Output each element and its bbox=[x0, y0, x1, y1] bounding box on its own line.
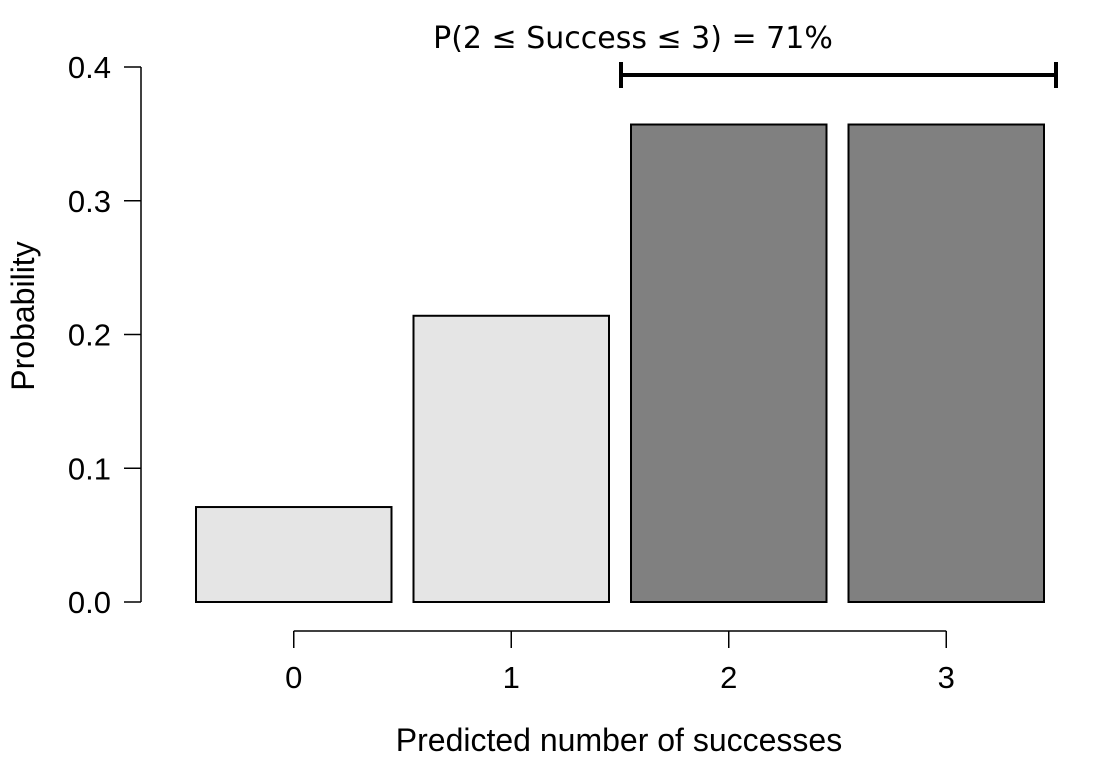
y-tick-label: 0.4 bbox=[68, 50, 111, 85]
x-axis-title: Predicted number of successes bbox=[396, 722, 842, 758]
y-tick-label: 0.2 bbox=[68, 318, 111, 353]
range-annotation: P(2 ≤ Success ≤ 3) = 71% bbox=[433, 21, 1058, 88]
x-tick-label: 2 bbox=[720, 660, 737, 695]
x-tick-label: 3 bbox=[938, 660, 955, 695]
bar-2 bbox=[630, 123, 828, 603]
bar-3 bbox=[847, 123, 1045, 603]
y-tick-label: 0.1 bbox=[68, 451, 111, 486]
bar-1 bbox=[412, 314, 610, 603]
y-tick-label: 0.0 bbox=[68, 585, 111, 620]
bars bbox=[195, 123, 1045, 604]
x-tick-label: 0 bbox=[285, 660, 302, 695]
y-axis-title: Probability bbox=[5, 241, 41, 390]
annotation-text: P(2 ≤ Success ≤ 3) = 71% bbox=[433, 21, 833, 56]
y-axis: 0.0 0.1 0.2 0.3 0.4 bbox=[68, 50, 142, 620]
x-axis: 0 1 2 3 bbox=[285, 630, 955, 695]
bar-0 bbox=[195, 506, 393, 604]
y-tick-label: 0.3 bbox=[68, 184, 111, 219]
x-tick-label: 1 bbox=[503, 660, 520, 695]
